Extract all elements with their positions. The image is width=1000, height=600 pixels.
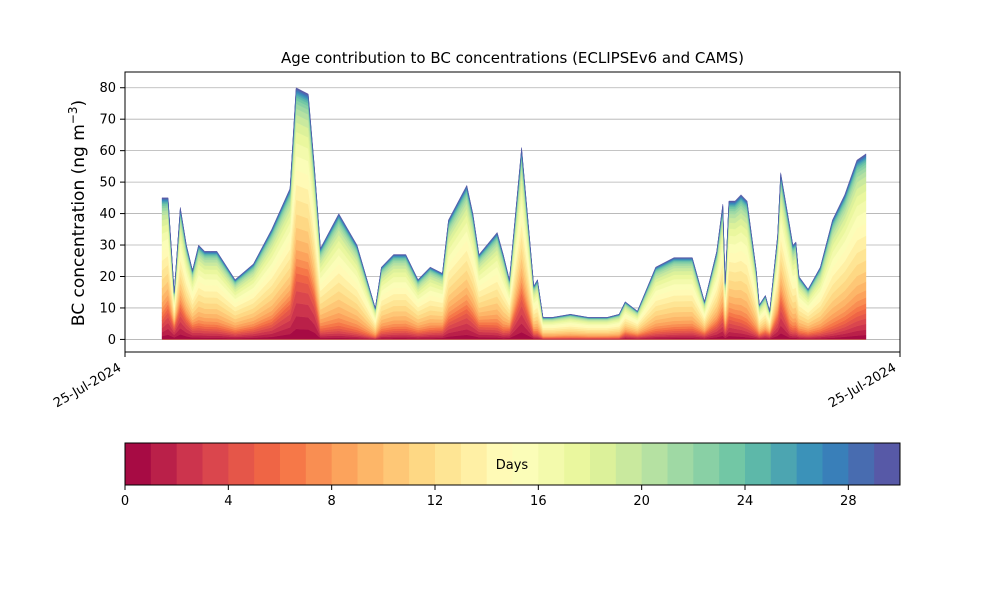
colorbar-tick-label: 28 [840, 494, 857, 509]
colorbar-swatch [848, 443, 875, 485]
colorbar-swatch [125, 443, 152, 485]
colorbar-swatch [357, 443, 384, 485]
colorbar-swatch [202, 443, 229, 485]
colorbar-swatch [590, 443, 617, 485]
y-tick-label: 80 [99, 81, 116, 96]
colorbar-swatch [176, 443, 203, 485]
colorbar-swatch [615, 443, 643, 485]
y-tick-label: 0 [108, 333, 116, 348]
x-tick-label-end: 25-Jul-2024 [826, 360, 899, 411]
colorbar-swatch [874, 443, 901, 485]
x-tick-label-start: 25-Jul-2024 [51, 360, 124, 411]
colorbar-swatch [409, 443, 436, 485]
y-tick-label: 40 [99, 207, 116, 222]
colorbar [125, 443, 901, 485]
colorbar-swatch [667, 443, 694, 485]
colorbar-tick-label: 20 [633, 494, 650, 509]
colorbar-frame [124, 442, 901, 486]
colorbar-tick-label: 12 [427, 494, 444, 509]
colorbar-tick-label: 4 [224, 494, 232, 509]
colorbar-swatch [822, 443, 849, 485]
colorbar-swatch [280, 443, 307, 485]
colorbar-swatch [383, 443, 410, 485]
colorbar-tick-label: 8 [328, 494, 336, 509]
colorbar-swatch [719, 443, 746, 485]
colorbar-axis: 0 4 8 12 16 20 24 28 [121, 485, 857, 509]
colorbar-swatch [254, 443, 281, 485]
colorbar-tick-label: 16 [530, 494, 547, 509]
colorbar-swatch [512, 443, 539, 485]
y-tick-label: 20 [99, 270, 116, 285]
y-tick-label: 30 [99, 239, 116, 254]
colorbar-tick-label: 0 [121, 494, 129, 509]
colorbar-swatch [435, 443, 462, 485]
colorbar-swatch [538, 443, 565, 485]
y-tick-label: 60 [99, 144, 116, 159]
colorbar-swatch [228, 443, 255, 485]
colorbar-tick-label: 24 [737, 494, 754, 509]
y-axis: 0 10 20 30 40 50 60 70 80 [99, 81, 125, 348]
colorbar-swatch [150, 443, 178, 485]
colorbar-swatch [641, 443, 668, 485]
colorbar-swatch [693, 443, 720, 485]
age-band-29 [161, 87, 867, 318]
chart-title: Age contribution to BC concentrations (E… [281, 49, 744, 67]
y-tick-label: 50 [99, 176, 116, 191]
colorbar-label: Days [496, 458, 529, 473]
age-contribution-areas [161, 87, 867, 340]
colorbar-swatch [460, 443, 488, 485]
colorbar-swatch [331, 443, 358, 485]
y-tick-label: 70 [99, 113, 116, 128]
y-axis-label: BC concentration (ng m−3) [66, 100, 89, 326]
colorbar-swatch [770, 443, 798, 485]
plot-frame [124, 71, 901, 353]
colorbar-swatch [745, 443, 772, 485]
colorbar-swatch [305, 443, 333, 485]
y-tick-label: 10 [99, 301, 116, 316]
colorbar-swatch [564, 443, 591, 485]
colorbar-swatch [796, 443, 823, 485]
colorbar-swatch [486, 443, 513, 485]
